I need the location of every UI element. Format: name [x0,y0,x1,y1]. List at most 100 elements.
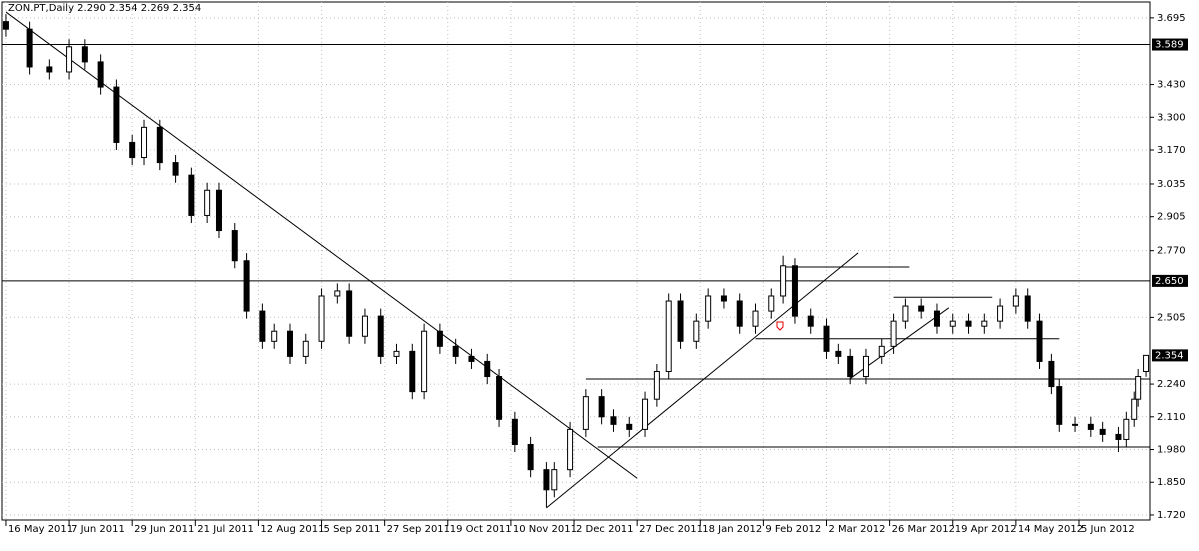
candle-body [768,295,775,312]
candle-body [259,310,266,342]
x-tick-label: 19 Apr 2012 [955,524,1017,535]
x-tick-label: 7 Jun 2011 [71,524,125,535]
candle-body [452,345,459,357]
x-tick-label: 27 Sep 2011 [387,524,450,535]
signal-arrow [776,321,784,331]
candle-body [1099,428,1106,435]
candle-body [46,66,53,73]
candle-body [243,260,250,312]
candle-body [271,330,278,342]
candle-body [1012,295,1019,307]
last-price-label: 2.354 [1155,350,1184,361]
candle-body [66,46,73,73]
candle-body [823,325,830,352]
x-tick-label: 19 Oct 2011 [450,524,512,535]
candle-body [81,46,88,63]
candle-body [981,320,988,327]
level-box [1152,274,1188,287]
y-tick-label: 3.035 [1157,179,1186,190]
candle-body [377,315,384,357]
candle-body [318,295,325,342]
plot-frame [1,1,1151,521]
candle-body [665,300,672,372]
candle-body [807,315,814,327]
candle-body [26,28,33,68]
candle-body [393,350,400,357]
chart-title: ZON.PT,Daily 2.290 2.354 2.269 2.354 [8,3,201,14]
candle-body [720,295,727,302]
candle-body [752,310,759,327]
candle-body [346,290,353,337]
candle-body [902,305,909,322]
y-tick-label: 2.240 [1157,379,1186,390]
candle-body [835,350,842,357]
x-tick-label: 21 Jul 2011 [197,524,254,535]
last-price-box [1152,349,1188,362]
x-tick-label: 2 Dec 2011 [576,524,634,535]
candle-body [736,300,743,327]
candle-body [543,469,550,491]
candle-body [780,265,787,297]
candle-body [421,330,428,393]
candle-body [1072,423,1079,426]
candle-body [610,416,617,425]
y-tick-label: 1.720 [1157,510,1186,521]
candle-body [1087,423,1094,430]
y-tick-label: 1.850 [1157,477,1186,488]
y-tick-label: 2.110 [1157,412,1186,423]
candle-body [334,290,341,297]
candle-body [1048,360,1055,388]
candle-body [496,376,503,420]
candle-body [113,86,120,143]
candle-body [1135,376,1142,400]
y-tick-label: 3.430 [1157,80,1186,91]
candle-body [642,398,649,430]
candle-body [878,345,885,357]
candle-body [1143,354,1150,372]
level-label: 2.650 [1155,276,1184,287]
x-tick-label: 27 Dec 2011 [639,524,703,535]
candle-body [677,300,684,342]
y-tick-label: 2.505 [1157,312,1186,323]
candle-body [1123,418,1130,440]
candle-body [598,396,605,418]
x-tick-label: 16 May 2011 [8,524,73,535]
x-tick-label: 9 Feb 2012 [765,524,821,535]
candle-body [2,21,9,30]
candle-body [204,189,211,216]
y-tick-label: 3.300 [1157,112,1186,123]
candle-body [231,230,238,262]
candle-body [1131,398,1138,420]
candle-body [949,320,956,327]
y-tick-label: 1.980 [1157,445,1186,456]
trend-line [5,11,638,479]
candle-body [286,330,293,357]
candle-body [705,295,712,322]
candle-body [862,355,869,378]
y-tick-label: 2.770 [1157,246,1186,257]
candle-body [567,428,574,471]
level-label: 3.589 [1155,40,1184,51]
x-tick-label: 18 Jan 2012 [702,524,762,535]
trend-line [546,252,859,509]
x-tick-label: 26 Mar 2012 [892,524,955,535]
candle-body [965,320,972,327]
candle-body [97,61,104,88]
candle-body [933,310,940,327]
candle-body [129,141,136,159]
candle-body [215,189,222,232]
y-tick-label: 3.695 [1157,13,1186,24]
candle-body [468,355,475,362]
y-tick-label: 2.905 [1157,212,1186,223]
candle-body [890,320,897,347]
candle-body [997,305,1004,322]
x-tick-label: 29 Jun 2011 [134,524,194,535]
candle-body [1036,320,1043,362]
candle-body [409,350,416,393]
candle-body [653,370,660,400]
candle-body [551,469,558,491]
candle-body [361,315,368,337]
candle-body [188,174,195,216]
candle-body [484,360,491,378]
